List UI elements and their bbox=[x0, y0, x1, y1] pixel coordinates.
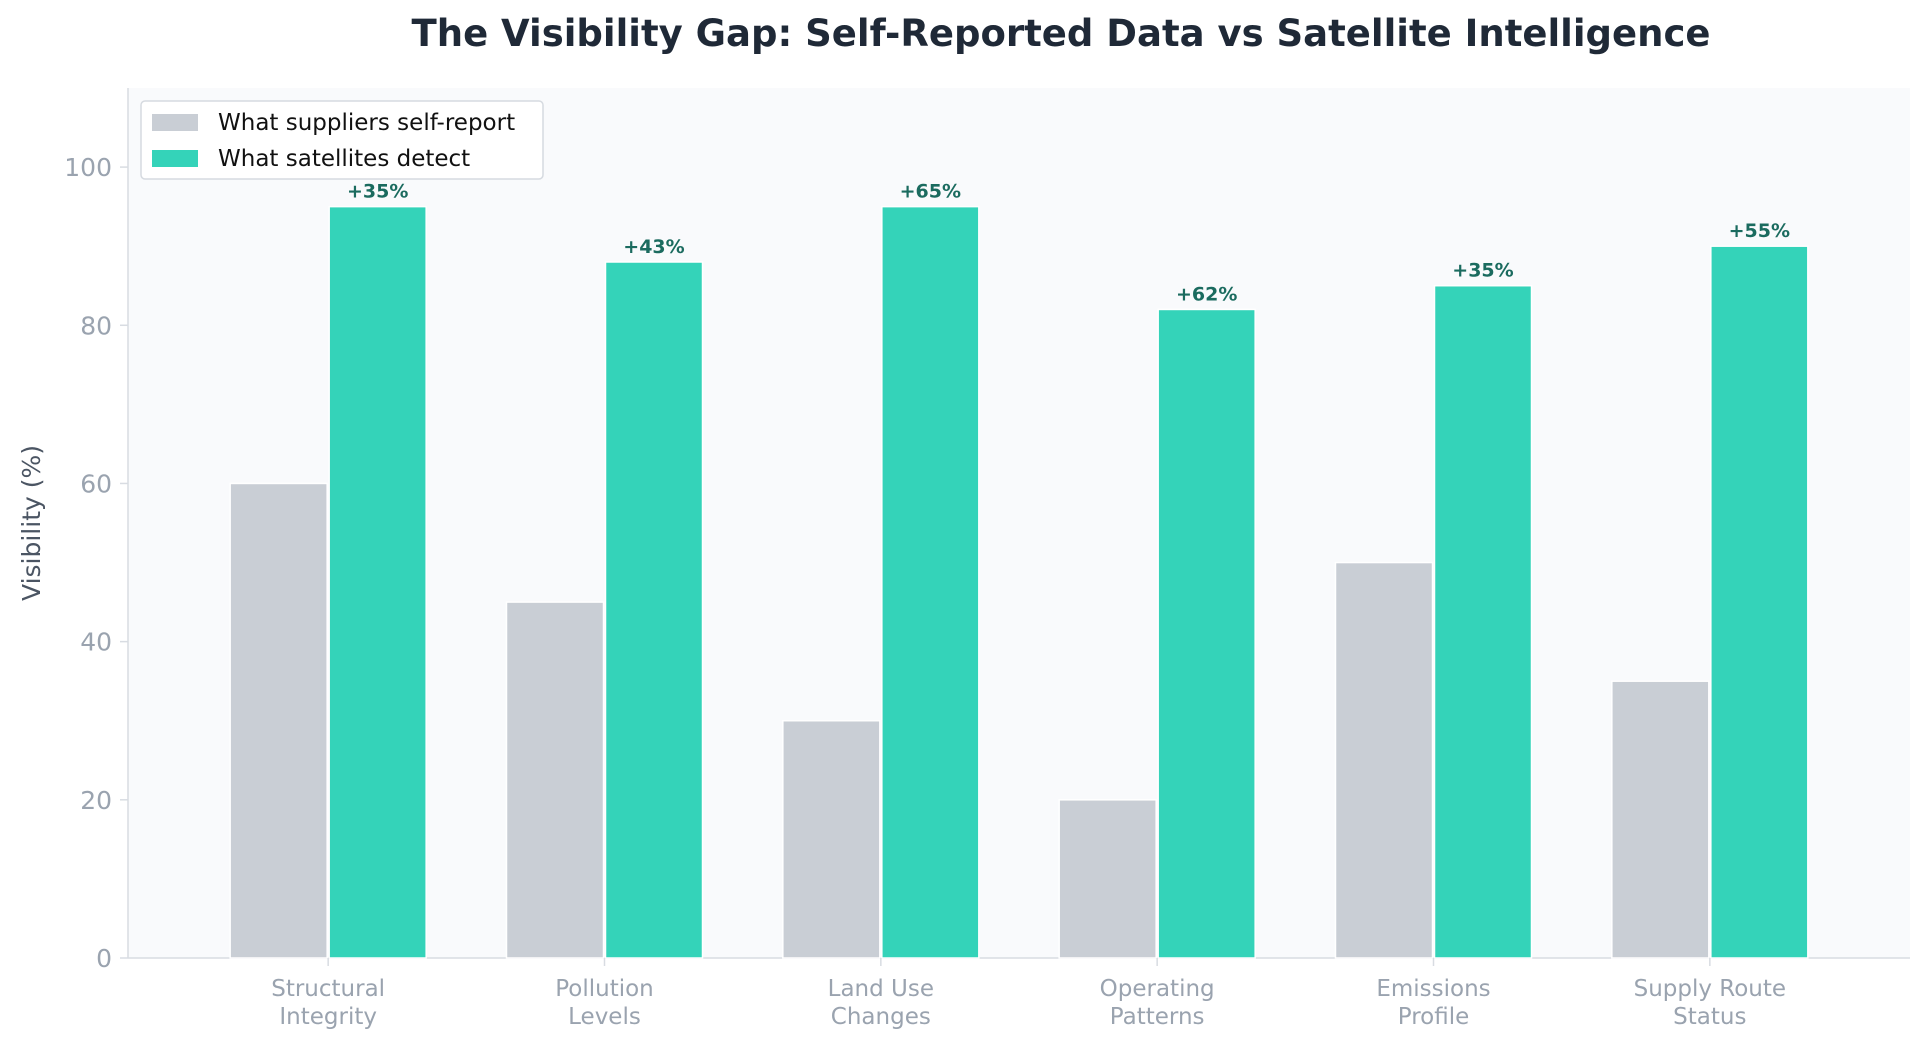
bar-satellite bbox=[881, 205, 980, 959]
bar-satellite bbox=[604, 261, 704, 959]
x-tick-label: Operating Patterns bbox=[1100, 976, 1215, 1030]
gap-label: +65% bbox=[900, 181, 961, 203]
bar-satellite bbox=[328, 205, 427, 959]
legend: What suppliers self-report What satellite… bbox=[140, 100, 544, 180]
y-tick-label: 20 bbox=[80, 786, 112, 815]
x-tick-label: Emissions Profile bbox=[1376, 976, 1490, 1030]
legend-label: What satellites detect bbox=[218, 146, 470, 172]
x-tick-label: Pollution Levels bbox=[555, 976, 654, 1030]
chart-title: The Visibility Gap: Self-Reported Data v… bbox=[412, 12, 1711, 55]
bar-self-report bbox=[1334, 561, 1434, 959]
x-tick-label: Supply Route Status bbox=[1634, 976, 1786, 1030]
bar-self-report bbox=[782, 719, 881, 959]
y-tick-label: 60 bbox=[80, 469, 112, 498]
bar-self-report bbox=[1611, 680, 1710, 959]
gap-label: +35% bbox=[347, 181, 408, 203]
y-tick-label: 0 bbox=[96, 944, 112, 973]
gap-label: +43% bbox=[623, 236, 684, 258]
y-axis-label: Visibility (%) bbox=[17, 445, 46, 601]
legend-box bbox=[140, 100, 544, 180]
x-tick-label: Structural Integrity bbox=[271, 976, 385, 1030]
y-tick-label: 40 bbox=[80, 628, 112, 657]
gap-label: +55% bbox=[1729, 220, 1790, 242]
bar-satellite bbox=[1710, 245, 1809, 959]
gap-label: +35% bbox=[1452, 260, 1513, 282]
bar-self-report bbox=[505, 601, 605, 959]
legend-label: What suppliers self-report bbox=[218, 110, 515, 136]
y-tick-label: 80 bbox=[80, 311, 112, 340]
legend-swatch bbox=[152, 150, 198, 167]
bar-satellite bbox=[1433, 284, 1533, 959]
legend-swatch bbox=[152, 114, 198, 131]
bar-self-report bbox=[229, 482, 328, 959]
bar-self-report bbox=[1058, 799, 1157, 959]
x-tick-label: Land Use Changes bbox=[828, 976, 934, 1030]
gap-label: +62% bbox=[1176, 283, 1237, 305]
y-tick-label: 100 bbox=[64, 153, 112, 182]
bar-satellite bbox=[1157, 308, 1256, 959]
